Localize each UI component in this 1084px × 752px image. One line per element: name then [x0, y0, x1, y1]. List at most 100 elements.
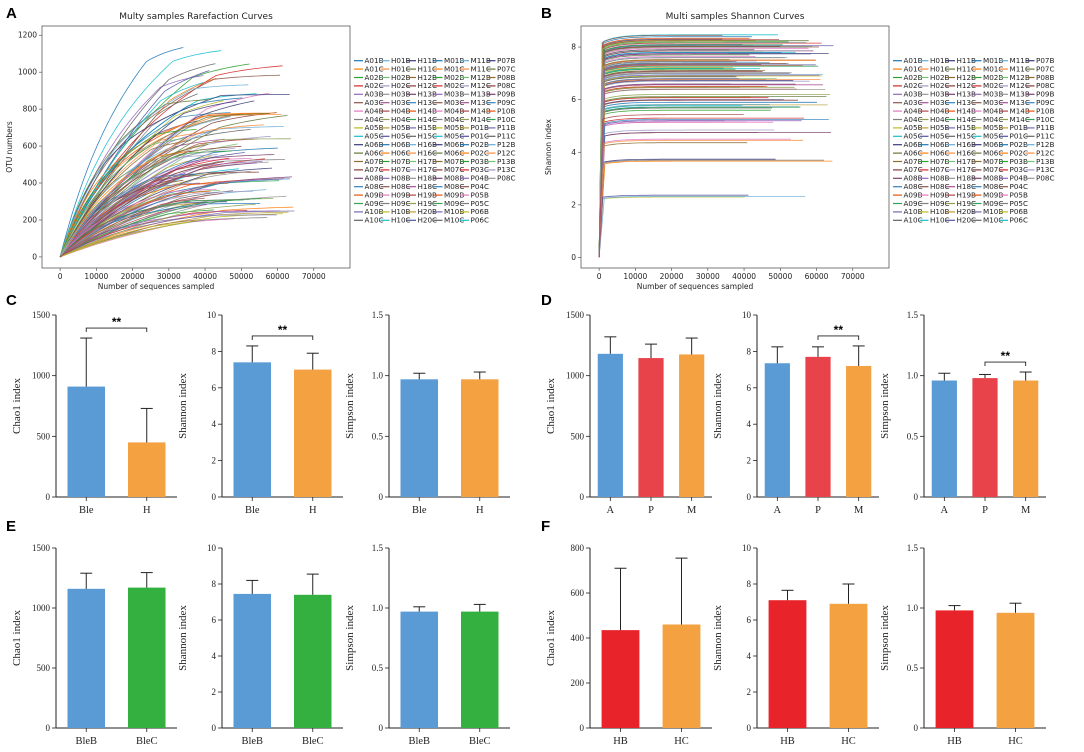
legend-label: M14C — [471, 115, 491, 124]
legend-label: M02C — [444, 81, 464, 90]
y-tick-label: 0 — [571, 253, 576, 262]
legend-label: H06C — [930, 148, 950, 157]
curve-line — [598, 80, 794, 258]
curve-line — [598, 114, 744, 258]
curve-line — [598, 65, 819, 258]
significance-stars: ** — [834, 323, 844, 337]
legend-label: H03B — [930, 90, 950, 99]
legend-label: H07C — [391, 165, 411, 174]
curve-line — [598, 76, 737, 258]
curve-line — [598, 52, 782, 258]
legend-label: H13B — [418, 90, 438, 99]
curve-line — [59, 140, 191, 258]
legend-label: M02B — [444, 73, 464, 82]
x-tick-label: Ble — [412, 505, 427, 516]
curve-line — [598, 78, 739, 258]
legend-label: H13C — [957, 98, 977, 107]
bar — [638, 358, 664, 497]
curve-line — [598, 37, 750, 258]
curve-line — [598, 195, 806, 258]
curve-line — [598, 132, 832, 258]
legend-label: A04C — [904, 115, 923, 124]
legend-label: P01C — [471, 132, 490, 141]
curve-line — [59, 47, 184, 258]
curve-line — [59, 188, 217, 258]
curve-line — [59, 112, 276, 258]
curve-line — [598, 97, 769, 258]
curve-line — [598, 53, 729, 258]
curve-line — [59, 161, 224, 258]
legend-label: H20B — [418, 207, 438, 216]
legend-label: A07C — [365, 165, 384, 174]
legend-label: M07B — [444, 157, 464, 166]
curve-line — [598, 109, 771, 258]
curve-line — [598, 34, 778, 258]
legend-label: M01B — [983, 56, 1003, 65]
legend-label: H06B — [930, 140, 950, 149]
legend-label: M07B — [983, 157, 1003, 166]
curve-line — [598, 96, 827, 258]
significance-stars: ** — [112, 315, 122, 329]
curve-line — [598, 86, 764, 258]
legend-label: H07C — [930, 165, 950, 174]
y-tick-label: 4 — [212, 419, 217, 429]
legend-label: A06C — [904, 148, 923, 157]
curve-line — [598, 80, 810, 258]
x-tick-label: 50000 — [229, 272, 253, 281]
legend-label: M09B — [983, 190, 1003, 199]
legend-label: M04B — [983, 106, 1003, 115]
x-tick-label: BleC — [469, 736, 491, 747]
legend-label: A05C — [365, 132, 384, 141]
bar — [679, 354, 705, 497]
panel-label-b: B — [541, 5, 552, 22]
legend-label: A09C — [365, 199, 384, 208]
legend-label: P12C — [497, 148, 516, 157]
legend-label: H17C — [418, 165, 438, 174]
legend-label: P05B — [471, 190, 489, 199]
y-tick-label: 1.0 — [372, 371, 384, 381]
legend-label: A05B — [365, 123, 384, 132]
curve-line — [598, 86, 795, 258]
curve-line — [598, 65, 803, 258]
bar — [400, 611, 439, 728]
curve-line — [598, 101, 817, 258]
y-tick-label: 1.5 — [907, 543, 919, 553]
legend-label: P11B — [1036, 123, 1054, 132]
bar — [460, 611, 499, 728]
x-axis-label: Number of sequences sampled — [98, 282, 215, 291]
y-axis-label: Simpson index — [344, 605, 356, 671]
panel-label-a: A — [6, 5, 17, 22]
y-tick-label: 0 — [914, 723, 919, 733]
curve-line — [598, 99, 784, 258]
y-tick-label: 1.5 — [907, 310, 919, 320]
legend-label: M10B — [444, 207, 464, 216]
curve-line — [598, 60, 757, 258]
y-tick-label: 10 — [742, 543, 752, 553]
bar — [764, 363, 790, 497]
y-tick-label: 6 — [747, 615, 752, 625]
y-tick-label: 1000 — [32, 371, 51, 381]
legend-label: H18C — [418, 182, 438, 191]
y-tick-label: 0 — [46, 492, 51, 502]
curve-line — [59, 100, 237, 258]
legend-label: M14B — [471, 106, 491, 115]
legend-label: M05B — [444, 123, 464, 132]
legend-label: H05C — [930, 132, 950, 141]
y-tick-label: 400 — [571, 633, 585, 643]
curve-line — [598, 83, 796, 258]
curve-line — [59, 129, 197, 258]
y-tick-label: 4 — [747, 419, 752, 429]
legend-label: M12B — [471, 73, 491, 82]
curve-line — [59, 84, 249, 258]
significance-bracket — [251, 335, 314, 340]
curve-line — [598, 87, 741, 258]
y-tick-label: 6 — [212, 383, 217, 393]
legend-label: M09C — [983, 199, 1003, 208]
legend-label: H11B — [957, 56, 977, 65]
legend-label: H12B — [418, 73, 438, 82]
legend-label: A07C — [904, 165, 923, 174]
y-tick-label: 8 — [571, 43, 576, 52]
y-tick-label: 2 — [747, 687, 752, 697]
legend-label: A03C — [904, 98, 923, 107]
curve-line — [59, 190, 234, 258]
